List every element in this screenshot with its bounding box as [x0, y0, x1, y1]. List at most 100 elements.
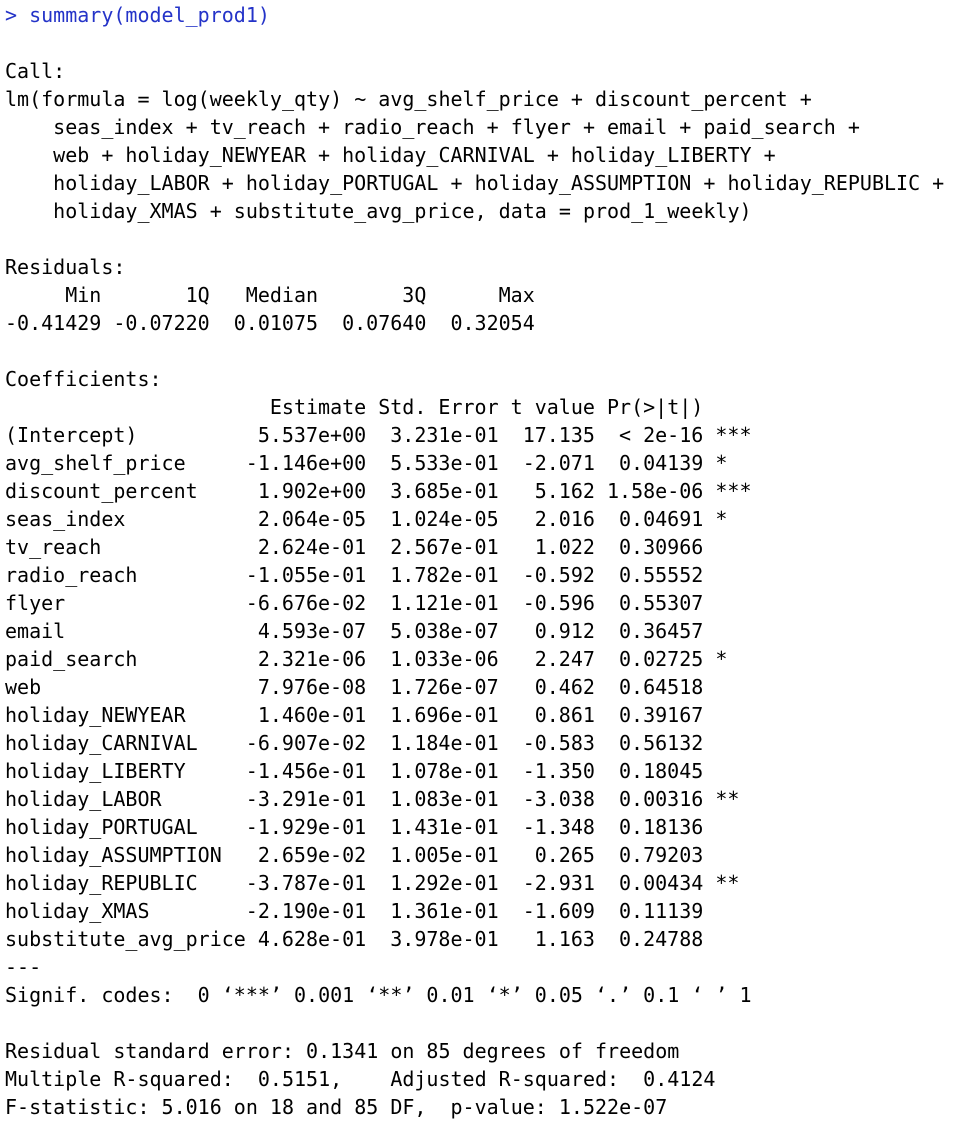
coef-signif: *** — [715, 423, 752, 447]
coef-estimate: 5.537e+00 — [257, 423, 367, 447]
coef-t-value: 1.022 — [534, 535, 595, 559]
coef-estimate: 2.321e-06 — [257, 647, 367, 671]
call-line: web + holiday_NEWYEAR + holiday_CARNIVAL… — [53, 143, 776, 167]
coef-std-error: 1.292e-01 — [390, 871, 499, 895]
coef-name: web — [5, 675, 42, 699]
coef-std-error: 1.121e-01 — [390, 591, 499, 615]
coef-name: holiday_REPUBLIC — [5, 871, 198, 895]
coef-p-value: 0.00316 — [619, 787, 704, 811]
coef-p-value: < 2e-16 — [619, 423, 704, 447]
coef-t-value: 5.162 — [534, 479, 595, 503]
coef-header: Pr(>|t|) — [606, 395, 704, 419]
coef-std-error: 5.038e-07 — [390, 619, 499, 643]
coef-estimate: 4.593e-07 — [257, 619, 367, 643]
coef-t-value: -1.350 — [522, 759, 595, 783]
coef-p-value: 0.30966 — [619, 535, 704, 559]
coef-estimate: -1.929e-01 — [245, 815, 367, 839]
residuals-header: Min — [65, 283, 102, 307]
coef-p-value: 0.55307 — [619, 591, 704, 615]
coef-p-value: 0.39167 — [619, 703, 704, 727]
coef-std-error: 3.978e-01 — [390, 927, 499, 951]
coef-signif: ** — [715, 871, 740, 895]
coef-name: holiday_ASSUMPTION — [5, 843, 222, 867]
coef-std-error: 1.078e-01 — [390, 759, 499, 783]
coef-t-value: -0.592 — [522, 563, 595, 587]
coef-name: holiday_LABOR — [5, 787, 162, 811]
coef-name: tv_reach — [5, 535, 102, 559]
coefficients-label: Coefficients: — [5, 367, 162, 391]
coef-t-value: -0.596 — [522, 591, 595, 615]
coef-estimate: -6.907e-02 — [245, 731, 367, 755]
coef-name: holiday_XMAS — [5, 899, 150, 923]
footer-line: Multiple R-squared: 0.5151, Adjusted R-s… — [5, 1067, 716, 1091]
coef-name: holiday_CARNIVAL — [5, 731, 198, 755]
coef-estimate: 1.902e+00 — [257, 479, 367, 503]
command: > summary(model_prod1) — [5, 3, 270, 27]
call-line: lm(formula = log(weekly_qty) ~ avg_shelf… — [5, 87, 812, 111]
coef-signif: * — [715, 647, 728, 671]
coef-signif: * — [715, 451, 728, 475]
coef-p-value: 0.04691 — [619, 507, 704, 531]
coef-estimate: 1.460e-01 — [257, 703, 367, 727]
coef-estimate: 4.628e-01 — [257, 927, 367, 951]
coef-p-value: 1.58e-06 — [606, 479, 704, 503]
coef-signif: *** — [715, 479, 752, 503]
coef-t-value: 0.912 — [534, 619, 595, 643]
coef-std-error: 3.685e-01 — [390, 479, 499, 503]
coef-name: radio_reach — [5, 563, 138, 587]
coef-p-value: 0.36457 — [619, 619, 704, 643]
coef-t-value: 17.135 — [522, 423, 595, 447]
residuals-value: -0.07220 — [113, 311, 210, 335]
coef-header: Estimate — [269, 395, 367, 419]
coef-std-error: 1.696e-01 — [390, 703, 499, 727]
coef-std-error: 1.431e-01 — [390, 815, 499, 839]
coef-std-error: 5.533e-01 — [390, 451, 499, 475]
coef-name: email — [5, 619, 66, 643]
coef-name: (Intercept) — [5, 423, 138, 447]
coef-p-value: 0.04139 — [619, 451, 704, 475]
residuals-label: Residuals: — [5, 255, 126, 279]
residuals-value: -0.41429 — [5, 311, 102, 335]
coef-estimate: -1.055e-01 — [245, 563, 367, 587]
coef-estimate: -6.676e-02 — [245, 591, 367, 615]
residuals-value: 0.32054 — [450, 311, 535, 335]
coef-p-value: 0.56132 — [619, 731, 704, 755]
call-label: Call: — [5, 59, 66, 83]
coef-estimate: -3.291e-01 — [245, 787, 367, 811]
coef-p-value: 0.00434 — [619, 871, 704, 895]
coef-estimate: 2.064e-05 — [257, 507, 367, 531]
residuals-header: Median — [245, 283, 319, 307]
coef-t-value: -2.931 — [522, 871, 595, 895]
coef-t-value: 2.247 — [534, 647, 595, 671]
coef-header: Std. Error — [378, 395, 499, 419]
coef-estimate: -1.146e+00 — [245, 451, 367, 475]
footer-line: Residual standard error: 0.1341 on 85 de… — [5, 1039, 680, 1063]
coef-t-value: -2.071 — [522, 451, 595, 475]
residuals-header: Max — [498, 283, 535, 307]
coef-t-value: 0.462 — [534, 675, 595, 699]
coef-signif: ** — [715, 787, 740, 811]
coef-std-error: 1.024e-05 — [390, 507, 499, 531]
coef-name: discount_percent — [5, 479, 198, 503]
coef-std-error: 1.083e-01 — [390, 787, 499, 811]
coef-t-value: 0.265 — [534, 843, 595, 867]
coef-p-value: 0.79203 — [619, 843, 704, 867]
residuals-value: 0.01075 — [233, 311, 319, 335]
coef-std-error: 3.231e-01 — [390, 423, 499, 447]
coef-t-value: -3.038 — [522, 787, 595, 811]
coef-std-error: 1.005e-01 — [390, 843, 499, 867]
coef-name: avg_shelf_price — [5, 451, 186, 475]
coef-p-value: 0.02725 — [619, 647, 704, 671]
coef-estimate: 7.976e-08 — [257, 675, 367, 699]
coef-p-value: 0.18045 — [619, 759, 704, 783]
coef-estimate: 2.659e-02 — [257, 843, 367, 867]
coef-p-value: 0.64518 — [619, 675, 704, 699]
coef-estimate: -2.190e-01 — [245, 899, 367, 923]
residuals-header: 3Q — [402, 283, 427, 307]
coef-estimate: -1.456e-01 — [245, 759, 367, 783]
call-line: holiday_XMAS + substitute_avg_price, dat… — [53, 199, 752, 223]
coef-estimate: 2.624e-01 — [257, 535, 367, 559]
signif-codes: Signif. codes: 0 ‘***’ 0.001 ‘**’ 0.01 ‘… — [5, 983, 752, 1007]
coef-p-value: 0.24788 — [619, 927, 704, 951]
